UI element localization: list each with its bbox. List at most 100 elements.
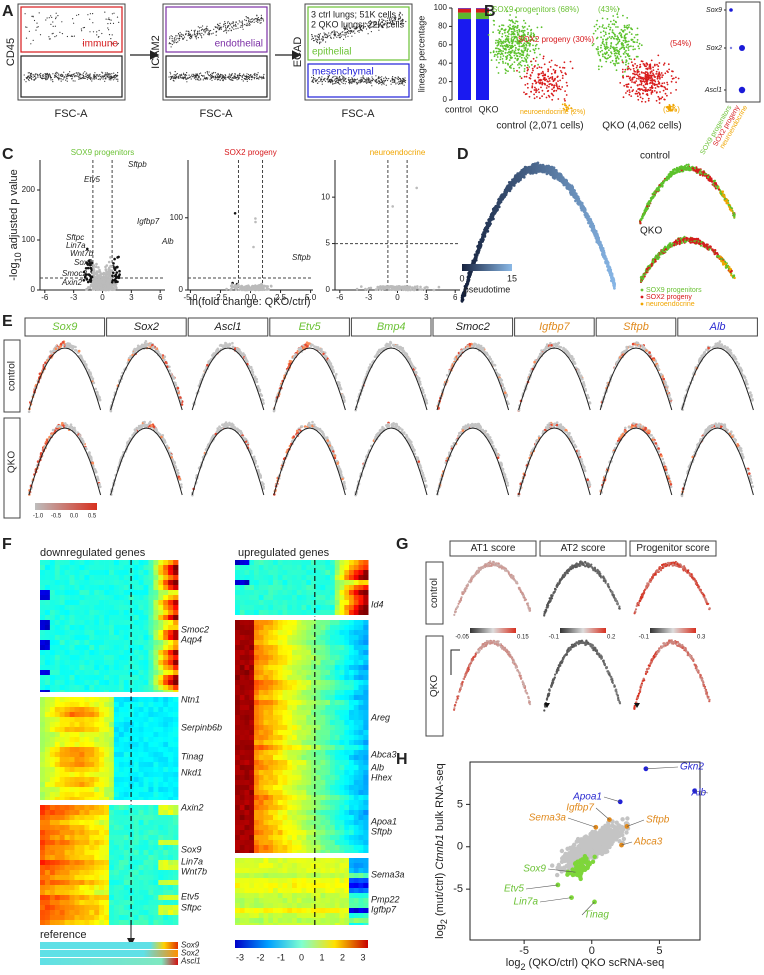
dot bbox=[605, 27, 607, 29]
dot bbox=[79, 75, 80, 76]
dot bbox=[606, 42, 608, 44]
dot bbox=[75, 75, 76, 76]
dot bbox=[375, 75, 376, 76]
dot bbox=[246, 77, 247, 78]
dot bbox=[392, 82, 393, 83]
dot bbox=[496, 51, 498, 53]
dot bbox=[320, 33, 321, 34]
dot bbox=[170, 79, 171, 80]
dot bbox=[600, 32, 602, 34]
dot bbox=[501, 28, 503, 30]
dot bbox=[105, 273, 108, 276]
dot bbox=[325, 37, 326, 38]
dot bbox=[69, 71, 70, 72]
dot bbox=[630, 95, 632, 97]
dot bbox=[191, 30, 192, 31]
dot bbox=[603, 27, 605, 29]
dot bbox=[321, 81, 322, 82]
dot bbox=[219, 29, 220, 30]
dot bbox=[609, 36, 611, 38]
dot bbox=[515, 53, 517, 55]
dot bbox=[346, 32, 347, 33]
dot bbox=[85, 288, 88, 291]
dot bbox=[608, 24, 610, 26]
dot bbox=[56, 35, 57, 36]
dot bbox=[666, 70, 668, 72]
dot bbox=[97, 74, 98, 75]
dot bbox=[24, 74, 25, 75]
dot bbox=[318, 81, 319, 82]
dot bbox=[522, 32, 524, 34]
dot bbox=[516, 27, 518, 29]
dot bbox=[342, 31, 343, 32]
dot bbox=[631, 33, 633, 35]
dot bbox=[521, 170, 524, 173]
dot bbox=[186, 75, 187, 76]
dot bbox=[383, 80, 384, 81]
dot bbox=[314, 40, 315, 41]
dot bbox=[655, 84, 657, 86]
dot bbox=[263, 20, 264, 21]
dot bbox=[103, 78, 104, 79]
dot bbox=[608, 33, 610, 35]
dot bbox=[368, 287, 371, 290]
dot bbox=[205, 78, 206, 79]
dot bbox=[515, 16, 517, 18]
dot bbox=[517, 32, 519, 34]
dot bbox=[58, 74, 59, 75]
dot bbox=[646, 64, 648, 66]
dot bbox=[242, 75, 243, 76]
dot bbox=[384, 288, 387, 291]
dot bbox=[62, 33, 63, 34]
dot bbox=[226, 28, 227, 29]
dot bbox=[632, 64, 634, 66]
dot bbox=[353, 81, 354, 82]
dot bbox=[224, 78, 225, 79]
dot bbox=[313, 82, 314, 83]
dot bbox=[240, 27, 241, 28]
dot bbox=[386, 78, 387, 79]
dot bbox=[666, 82, 668, 84]
dot bbox=[527, 87, 529, 89]
gate-note: 3 ctrl lungs; 51K cells bbox=[311, 9, 397, 19]
dot bbox=[507, 55, 509, 57]
dot bbox=[189, 34, 190, 35]
dot bbox=[98, 79, 99, 80]
panel-letter: A bbox=[2, 3, 14, 20]
dot bbox=[90, 285, 93, 288]
dot bbox=[502, 46, 504, 48]
dot bbox=[648, 100, 650, 102]
dot bbox=[397, 82, 398, 83]
dot bbox=[551, 76, 553, 78]
dot bbox=[230, 24, 231, 25]
dot bbox=[392, 76, 393, 77]
dot bbox=[535, 60, 537, 62]
dot bbox=[514, 61, 516, 63]
dot bbox=[184, 77, 185, 78]
dot bbox=[108, 29, 109, 30]
dot bbox=[42, 78, 43, 79]
dot bbox=[106, 74, 107, 75]
dot bbox=[526, 45, 528, 47]
dot bbox=[169, 42, 170, 43]
dot bbox=[564, 103, 566, 105]
dot bbox=[170, 73, 171, 74]
dot bbox=[175, 71, 176, 72]
dot bbox=[118, 273, 121, 276]
dot bbox=[173, 77, 174, 78]
dot bbox=[505, 46, 507, 48]
dot bbox=[371, 31, 372, 32]
dot bbox=[73, 23, 74, 24]
dot bbox=[187, 77, 188, 78]
dot bbox=[176, 38, 177, 39]
dot bbox=[248, 20, 249, 21]
dot bbox=[626, 41, 628, 43]
dot bbox=[346, 34, 347, 35]
dot bbox=[467, 281, 470, 284]
dot bbox=[217, 24, 218, 25]
dot bbox=[537, 162, 540, 165]
dot bbox=[223, 79, 224, 80]
dot bbox=[416, 287, 419, 290]
dot bbox=[503, 55, 505, 57]
dot bbox=[91, 80, 92, 81]
